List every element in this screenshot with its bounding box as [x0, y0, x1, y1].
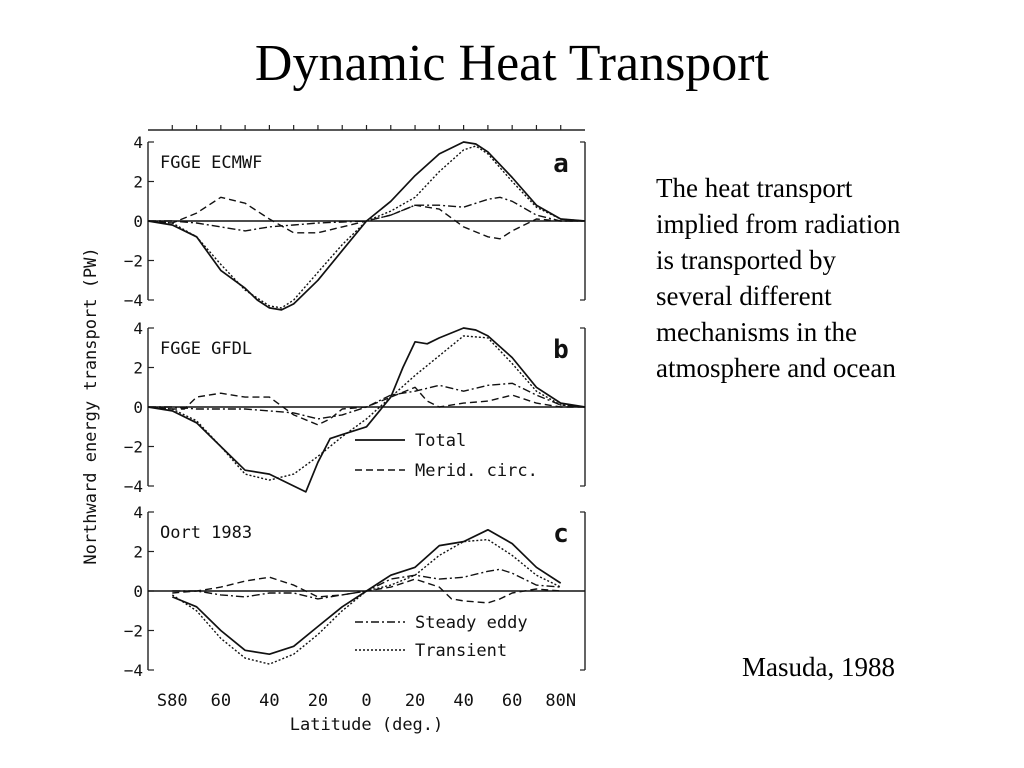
- panel-label: FGGE GFDL: [160, 339, 252, 359]
- x-tick-label: 60: [502, 691, 522, 711]
- y-tick-label: −4: [124, 477, 143, 496]
- y-tick-label: 4: [133, 133, 143, 152]
- legend-label: Total: [415, 431, 466, 451]
- series-line-total: [147, 141, 586, 311]
- y-tick-label: 4: [133, 319, 143, 338]
- y-tick-label: −2: [124, 622, 143, 641]
- description-line: atmosphere and ocean: [656, 353, 896, 383]
- x-tick-label: 20: [405, 691, 425, 711]
- y-tick-label: −4: [124, 661, 143, 680]
- slide-description: The heat transport implied from radiatio…: [656, 170, 986, 386]
- x-tick-label: S80: [157, 691, 188, 711]
- y-tick-label: 4: [133, 503, 143, 522]
- y-axis-label: Northward energy transport (PW): [81, 247, 101, 564]
- panel-letter: c: [553, 519, 569, 549]
- series-line-total: [147, 327, 586, 493]
- series-line-transient: [147, 145, 586, 309]
- series-line-merid-circ: [147, 386, 585, 426]
- panel-letter: a: [553, 149, 569, 179]
- y-tick-label: 0: [133, 398, 143, 417]
- description-line: implied from radiation: [656, 209, 901, 239]
- x-tick-label: 60: [211, 691, 231, 711]
- y-tick-label: −2: [124, 438, 143, 457]
- y-tick-label: −4: [124, 291, 143, 310]
- series-line-transient: [147, 335, 586, 481]
- x-tick-label: 80N: [545, 691, 576, 711]
- series-line-steady-eddy: [148, 382, 586, 420]
- panel-letter: b: [553, 335, 569, 365]
- series-line-steady-eddy: [172, 568, 561, 600]
- description-line: mechanisms in the: [656, 317, 857, 347]
- x-tick-label: 20: [308, 691, 328, 711]
- x-axis-label: Latitude (deg.): [290, 715, 444, 735]
- description-line: The heat transport: [656, 173, 853, 203]
- y-tick-label: 0: [133, 212, 143, 231]
- y-tick-label: 0: [133, 582, 143, 601]
- legend-label: Steady eddy: [415, 613, 528, 633]
- x-tick-label: 0: [361, 691, 371, 711]
- y-tick-label: 2: [133, 173, 143, 192]
- x-tick-label: 40: [259, 691, 279, 711]
- panel-label: Oort 1983: [160, 523, 252, 543]
- heat-transport-figure: 4 2 0 −2 −4 FGGE ECMWF a 4 2 0 −2 −4 FGGE GFDL b 4 2 0 −2…: [80, 110, 620, 745]
- legend-label: Merid. circ.: [415, 461, 538, 481]
- legend-label: Transient: [415, 641, 507, 661]
- slide-title: Dynamic Heat Transport: [254, 35, 770, 92]
- series-line-merid-circ: [147, 196, 585, 240]
- series-line-transient: [171, 538, 562, 665]
- y-tick-label: −2: [124, 252, 143, 271]
- description-line: is transported by: [656, 245, 836, 275]
- description-line: several different: [656, 281, 832, 311]
- series-line-merid-circ: [172, 576, 561, 604]
- x-tick-label: 40: [453, 691, 473, 711]
- series-line-steady-eddy: [148, 196, 585, 232]
- slide-credit: Masuda, 1988: [742, 652, 895, 682]
- y-tick-label: 2: [133, 543, 143, 562]
- panel-label: FGGE ECMWF: [160, 153, 262, 173]
- y-tick-label: 2: [133, 359, 143, 378]
